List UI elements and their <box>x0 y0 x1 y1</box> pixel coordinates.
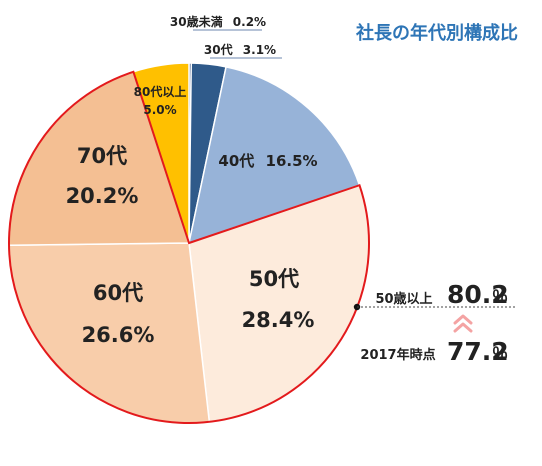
highlight-compare-label: 2017年時点 <box>360 347 435 363</box>
label-40s-name: 40代 <box>218 152 254 170</box>
highlight-compare-unit: ％ <box>492 344 508 363</box>
label-30s-value: 3.1% <box>243 43 276 57</box>
label-80plus-name: 80代以上 <box>134 84 187 99</box>
label-80plus-value: 5.0% <box>143 103 176 117</box>
highlight-arrow-top <box>453 314 473 325</box>
highlight-group-label: 50歳以上 <box>375 291 432 307</box>
label-40s: 40代 16.5% <box>218 152 317 170</box>
highlight-arrow-bottom <box>453 322 473 333</box>
label-50s-value: 28.4% <box>242 308 315 332</box>
label-60s-value: 26.6% <box>82 323 155 347</box>
label-40s-value: 16.5% <box>266 152 318 170</box>
label-30s-name: 30代 <box>204 42 233 57</box>
highlight-group-unit: ％ <box>492 287 508 306</box>
highlight-group-value: 80.2 <box>447 280 509 309</box>
slice-labels: 30歳未満 0.2% 30代 3.1% 40代 16.5% 50代 28.4% … <box>66 14 318 347</box>
label-60s-name: 60代 <box>93 281 143 305</box>
label-under30-value: 0.2% <box>233 15 266 29</box>
label-30s: 30代 3.1% <box>204 42 276 57</box>
label-under30-name: 30歳未満 <box>170 14 223 29</box>
label-70s-name: 70代 <box>77 144 127 168</box>
label-under30: 30歳未満 0.2% <box>170 14 266 29</box>
highlight-callout: 50歳以上 80.2 ％ 2017年時点 77.2 ％ <box>353 280 515 366</box>
highlight-arrow <box>453 314 473 333</box>
highlight-compare-value: 77.2 <box>447 337 509 366</box>
chart-title: 社長の年代別構成比 <box>356 22 518 44</box>
label-70s-value: 20.2% <box>66 184 139 208</box>
label-50s-name: 50代 <box>249 267 299 291</box>
